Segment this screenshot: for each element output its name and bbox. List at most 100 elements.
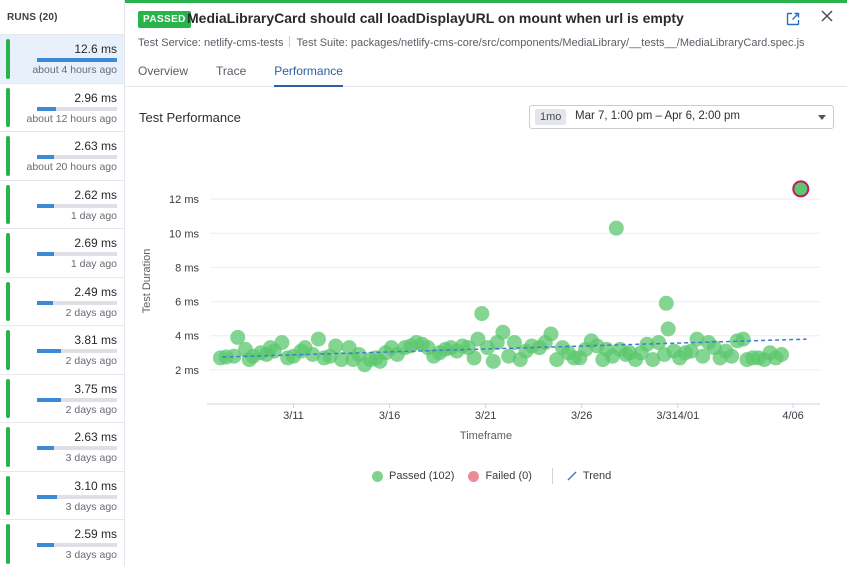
data-point[interactable] (383, 340, 399, 356)
data-point[interactable] (633, 345, 649, 361)
tab-performance[interactable]: Performance (274, 64, 343, 87)
data-point[interactable] (762, 345, 778, 361)
data-point[interactable] (362, 352, 378, 368)
data-point[interactable] (639, 336, 655, 352)
data-point[interactable] (341, 340, 357, 356)
data-point[interactable] (712, 350, 728, 366)
data-point[interactable] (589, 338, 605, 354)
data-point[interactable] (739, 352, 755, 368)
data-point[interactable] (718, 343, 734, 359)
data-point[interactable] (724, 348, 740, 364)
run-item[interactable]: 2.69 ms 1 day ago (0, 228, 124, 277)
run-item[interactable]: 2.63 ms 3 days ago (0, 422, 124, 471)
data-point[interactable] (695, 348, 711, 364)
run-item[interactable]: 2.63 ms about 20 hours ago (0, 131, 124, 180)
data-point[interactable] (470, 331, 486, 347)
data-point[interactable] (262, 340, 278, 356)
data-point[interactable] (608, 220, 624, 236)
data-point[interactable] (266, 343, 282, 359)
data-point[interactable] (245, 348, 261, 364)
data-point[interactable] (666, 343, 682, 359)
data-point[interactable] (378, 345, 394, 361)
legend-passed[interactable]: Passed (102) (372, 470, 454, 482)
run-item[interactable]: 3.81 ms 2 days ago (0, 325, 124, 374)
data-point[interactable] (578, 341, 594, 357)
data-point[interactable] (489, 335, 505, 351)
data-point[interactable] (285, 348, 301, 364)
date-range-picker[interactable]: 1mo Mar 7, 1:00 pm – Apr 6, 2:00 pm (529, 105, 834, 129)
data-point[interactable] (656, 346, 672, 362)
data-point[interactable] (455, 338, 471, 354)
data-point[interactable] (466, 350, 482, 366)
data-point[interactable] (560, 345, 576, 361)
data-point[interactable] (212, 350, 228, 366)
run-item[interactable]: 2.62 ms 1 day ago (0, 179, 124, 228)
data-point[interactable] (555, 340, 571, 356)
data-point[interactable] (566, 350, 582, 366)
data-point[interactable] (449, 343, 465, 359)
close-icon[interactable] (819, 8, 835, 24)
data-point[interactable] (485, 353, 501, 369)
data-point[interactable] (604, 348, 620, 364)
data-point[interactable] (677, 345, 693, 361)
legend-trend[interactable]: Trend (567, 470, 611, 482)
data-point[interactable] (729, 333, 745, 349)
data-point[interactable] (414, 336, 430, 352)
run-item[interactable]: 3.75 ms 2 days ago (0, 373, 124, 422)
data-point[interactable] (241, 352, 257, 368)
run-item[interactable]: 2.96 ms about 12 hours ago (0, 82, 124, 131)
data-point[interactable] (437, 341, 453, 357)
data-point[interactable] (524, 338, 540, 354)
data-point[interactable] (672, 350, 688, 366)
data-point[interactable] (408, 335, 424, 351)
data-point[interactable] (543, 326, 559, 342)
data-point[interactable] (618, 346, 634, 362)
data-point[interactable] (537, 335, 553, 351)
data-point[interactable] (701, 335, 717, 351)
tab-trace[interactable]: Trace (216, 64, 247, 78)
data-point[interactable] (397, 340, 413, 356)
data-point[interactable] (612, 341, 628, 357)
data-point[interactable] (572, 350, 588, 366)
data-point[interactable] (420, 340, 436, 356)
data-point[interactable] (432, 345, 448, 361)
data-point[interactable] (628, 352, 644, 368)
data-point[interactable] (689, 331, 705, 347)
data-point[interactable] (756, 352, 772, 368)
data-point[interactable] (316, 350, 332, 366)
legend-failed[interactable]: Failed (0) (468, 470, 532, 482)
data-point[interactable] (735, 331, 751, 347)
data-point[interactable] (501, 348, 517, 364)
data-point[interactable] (372, 353, 388, 369)
data-point[interactable] (443, 340, 459, 356)
data-point[interactable] (226, 348, 242, 364)
data-point[interactable] (345, 352, 361, 368)
data-point[interactable] (480, 340, 496, 356)
data-point[interactable] (322, 348, 338, 364)
data-point[interactable] (645, 352, 661, 368)
data-point[interactable] (683, 343, 699, 359)
data-point[interactable] (518, 343, 534, 359)
data-point[interactable] (706, 340, 722, 356)
run-item[interactable]: 2.59 ms 3 days ago (0, 519, 124, 566)
open-external-icon[interactable] (785, 11, 801, 27)
run-item[interactable]: 3.10 ms 3 days ago (0, 470, 124, 519)
data-point[interactable] (495, 324, 511, 340)
data-point[interactable] (357, 357, 373, 373)
data-point[interactable] (599, 341, 615, 357)
data-point[interactable] (774, 346, 790, 362)
data-point[interactable] (328, 338, 344, 354)
data-point[interactable] (368, 350, 384, 366)
selected-data-point[interactable] (792, 180, 810, 198)
data-point[interactable] (474, 306, 490, 322)
data-point[interactable] (658, 295, 674, 311)
data-point[interactable] (403, 338, 419, 354)
run-item[interactable]: 2.49 ms 2 days ago (0, 276, 124, 325)
data-point[interactable] (280, 350, 296, 366)
data-point[interactable] (230, 329, 246, 345)
data-point[interactable] (751, 350, 767, 366)
data-point[interactable] (768, 350, 784, 366)
data-point[interactable] (274, 335, 290, 351)
data-point[interactable] (293, 343, 309, 359)
data-point[interactable] (305, 346, 321, 362)
